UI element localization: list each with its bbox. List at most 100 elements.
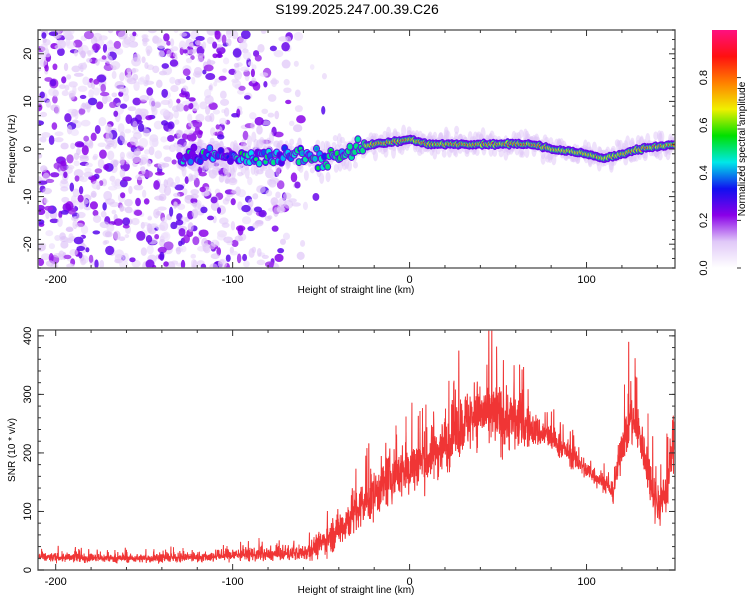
spectrogram-cell — [185, 57, 193, 64]
spectrogram-cell — [180, 259, 186, 268]
spectrogram-cell — [68, 81, 78, 88]
spectrogram-cell — [187, 222, 194, 232]
spectrogram-cell — [44, 64, 49, 72]
spectrogram-cell — [454, 125, 460, 134]
spectrogram-cell — [212, 53, 218, 59]
spectrogram-cell — [225, 30, 232, 35]
spectrogram-cell — [247, 226, 255, 232]
spectrogram-cell — [170, 46, 179, 52]
spectrogram-cell — [207, 145, 213, 152]
spectrogram-cell — [60, 179, 69, 185]
spectrogram-cell — [173, 192, 181, 198]
spectrogram-cell — [119, 72, 125, 82]
spectrogram-cell — [258, 209, 267, 218]
spectrogram-cell — [282, 232, 291, 240]
spectrogram-cell — [238, 85, 246, 91]
spectrogram-cell — [208, 102, 218, 110]
spectrogram-cell — [132, 31, 137, 37]
spectrogram-cell — [135, 173, 145, 181]
spectrogram-cell — [241, 216, 252, 225]
spectrogram-ytick-label: -10 — [22, 189, 34, 205]
spectrogram-cell — [175, 129, 182, 137]
spectrogram-cell — [217, 50, 222, 58]
spectrogram-cell — [170, 182, 177, 188]
spectrogram-cell — [168, 144, 176, 153]
spectrogram-cell — [446, 147, 452, 158]
spectrogram-cell — [39, 43, 48, 52]
spectrogram-cell — [154, 171, 165, 176]
spectrogram-cell — [256, 160, 262, 167]
spectrogram-cell — [226, 165, 232, 175]
spectrogram-cell — [69, 182, 75, 192]
spectrogram-cell — [186, 75, 191, 81]
spectrogram-cell — [60, 186, 69, 192]
spectrogram-ytick-label: 0 — [22, 146, 34, 152]
spectrogram-cell — [171, 159, 177, 165]
spectrogram-cell — [166, 49, 172, 58]
spectrogram-cell — [254, 116, 264, 126]
spectrogram-cell — [441, 149, 447, 158]
snr-xlabel: Height of straight line (km) — [298, 585, 415, 596]
spectrogram-cell — [269, 79, 280, 85]
spectrogram-cell — [346, 160, 352, 172]
snr-xtick-label: 100 — [577, 576, 595, 588]
spectrogram-cell — [214, 30, 221, 40]
spectrogram-cell — [492, 147, 498, 157]
spectrogram-cell — [91, 192, 97, 198]
spectrogram-cell — [102, 202, 107, 211]
spectrogram-cell — [117, 123, 125, 134]
spectrogram-cell — [212, 109, 221, 115]
spectrogram-cell — [154, 102, 161, 108]
spectrogram-cell — [192, 71, 203, 78]
spectrogram-cell — [283, 78, 290, 86]
spectrogram-cell — [202, 69, 207, 75]
spectrogram-cell — [229, 250, 238, 256]
spectrogram-cell — [79, 176, 88, 183]
spectrogram-cell — [48, 253, 54, 263]
spectrogram-cell — [228, 157, 234, 164]
spectrogram-cell — [98, 35, 108, 41]
spectrogram-cell — [215, 124, 220, 130]
spectrogram-cell — [112, 138, 118, 149]
spectrogram-cell — [93, 78, 100, 85]
spectrogram-cell — [278, 36, 289, 42]
spectrogram-cell — [39, 91, 45, 99]
spectrogram-cell — [261, 108, 269, 115]
spectrogram-cell — [54, 234, 61, 241]
spectrogram-cell — [198, 171, 207, 177]
spectrogram-cell — [181, 133, 189, 140]
spectrogram-cell — [73, 72, 84, 77]
spectrogram-cell — [289, 138, 295, 146]
spectrogram-cell — [154, 233, 160, 240]
spectrogram-cell — [198, 229, 209, 237]
spectrogram-cell — [179, 47, 184, 56]
spectrogram-cell — [231, 112, 239, 118]
spectrogram-cell — [141, 56, 146, 64]
colorbar-gradient — [712, 30, 737, 268]
spectrogram-cell — [224, 107, 230, 117]
spectrogram-cell — [256, 247, 262, 257]
spectrogram-cell — [275, 191, 281, 199]
spectrogram-ytick-label: 20 — [22, 48, 34, 60]
spectrogram-cell — [160, 99, 171, 106]
spectrogram-cell — [270, 171, 276, 179]
spectrogram-cell — [480, 127, 486, 140]
spectrogram-cell — [70, 142, 76, 150]
spectrogram-cell — [288, 120, 295, 126]
spectrogram-cell — [145, 259, 155, 268]
spectrogram-cell — [251, 64, 257, 71]
colorbar-tick-label: 0.4 — [698, 165, 710, 180]
spectrogram-cell — [209, 137, 215, 145]
spectrogram-cell — [117, 30, 128, 40]
spectrogram-cell — [283, 87, 292, 94]
spectrogram-cell — [52, 63, 58, 71]
spectrogram-cell — [186, 132, 197, 142]
spectrogram-cell — [104, 145, 111, 150]
spectrogram-cell — [159, 108, 169, 116]
spectrogram-cell — [187, 49, 197, 55]
spectrogram-cell — [119, 103, 128, 109]
spectrogram-cell — [80, 224, 89, 235]
spectrogram-cell — [230, 220, 236, 231]
colorbar: 0.0 0.2 0.4 0.6 0.8 Normalized spectral ampl… — [698, 30, 748, 276]
